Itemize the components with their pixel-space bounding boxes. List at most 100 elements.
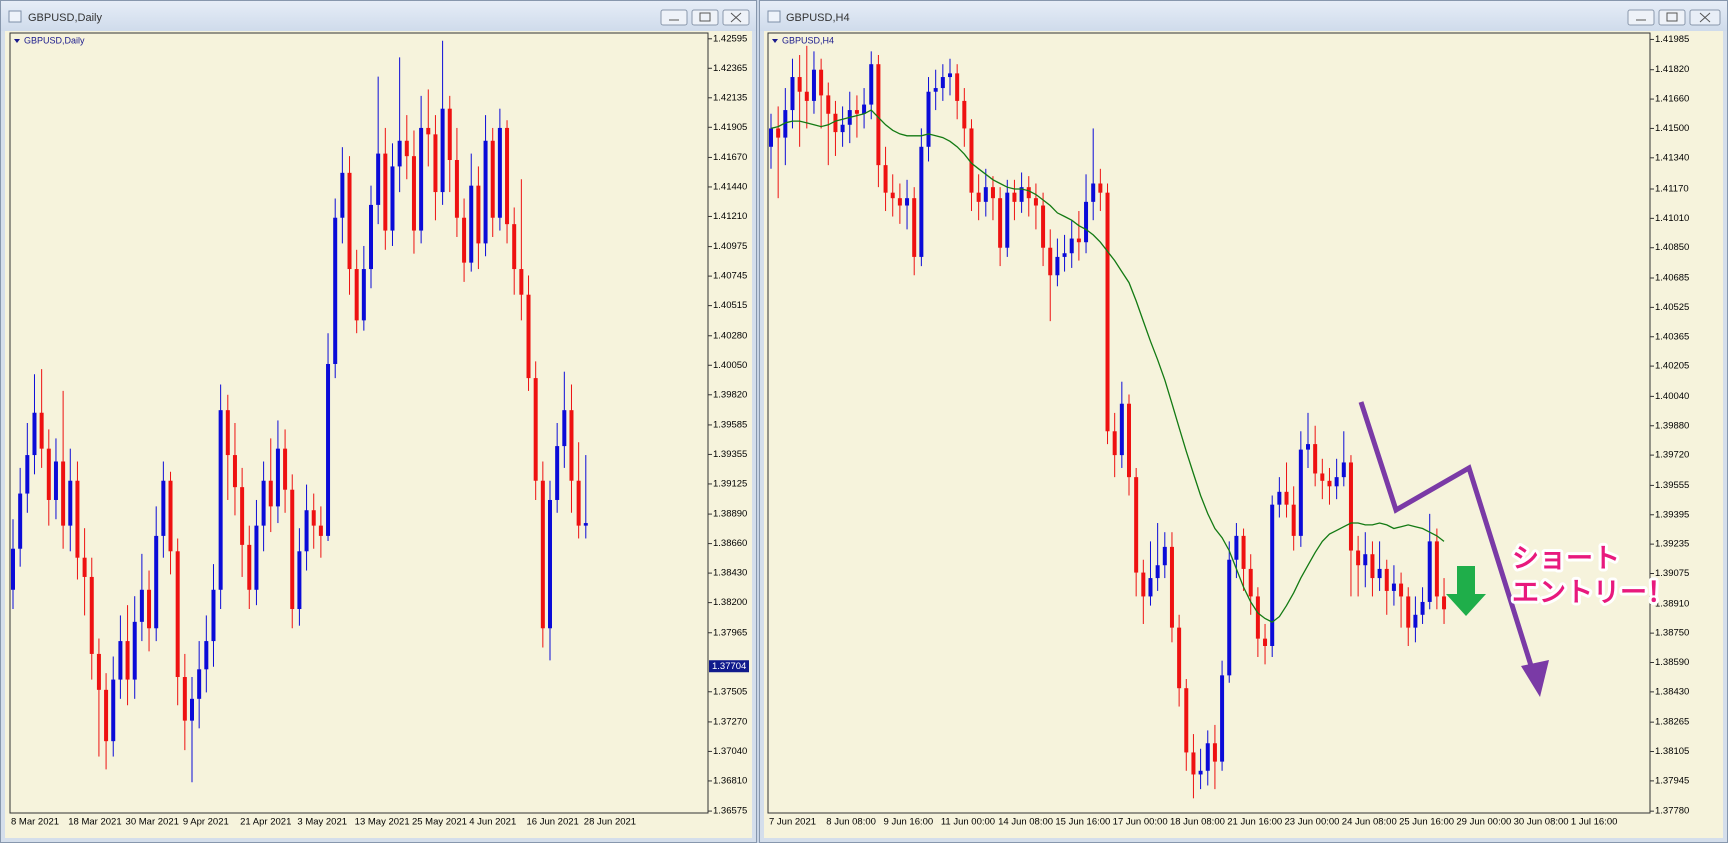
candle-body	[1284, 491, 1289, 505]
y-tick-label: 1.38430	[1655, 686, 1689, 697]
minimize-button[interactable]	[1627, 9, 1655, 26]
candle-body	[490, 140, 495, 218]
candle-body	[32, 412, 37, 456]
y-tick-label: 1.41170	[1655, 184, 1689, 195]
candle-body	[161, 480, 166, 536]
candle-body	[1291, 504, 1296, 536]
candle-body	[18, 493, 23, 549]
candle-body	[576, 480, 581, 526]
y-tick-label: 1.39880	[1655, 420, 1689, 431]
candle-body	[1420, 601, 1425, 615]
candle-body	[897, 198, 902, 206]
candle-body	[962, 100, 967, 129]
candle-body	[1055, 256, 1060, 276]
candle-body	[1306, 444, 1310, 450]
candle-body	[1270, 504, 1275, 646]
candle-body	[548, 499, 552, 629]
candle-body	[89, 576, 94, 654]
candle-body	[948, 73, 952, 78]
candle-body	[204, 641, 209, 670]
x-tick-label: 30 Jun 08:00	[1514, 817, 1569, 828]
candle-body	[1127, 403, 1131, 478]
candle-body	[569, 410, 574, 481]
plot-frame	[767, 32, 1651, 814]
candle-body	[232, 455, 237, 488]
candle-body	[1320, 473, 1325, 481]
candle-body	[505, 127, 510, 225]
restore-button[interactable]	[1658, 9, 1686, 26]
menu-triangle	[14, 39, 20, 43]
candle-body	[912, 198, 917, 257]
candle-body	[1356, 550, 1361, 566]
candle-body	[96, 653, 101, 690]
y-tick-label: 1.39585	[713, 419, 747, 430]
y-tick-label: 1.38750	[1655, 628, 1689, 639]
candle-body	[905, 198, 910, 206]
candle-body	[819, 69, 824, 96]
y-tick-label: 1.38265	[1655, 717, 1689, 728]
x-tick-label: 14 Jun 08:00	[998, 817, 1053, 828]
candle-body	[426, 127, 431, 135]
candle-body	[1348, 462, 1353, 551]
y-tick-label: 1.41905	[713, 122, 747, 133]
y-tick-label: 1.41985	[1655, 34, 1689, 45]
candle-body	[854, 110, 859, 114]
close-icon	[730, 12, 742, 23]
candle-body	[454, 160, 459, 218]
moving-average	[770, 109, 1445, 623]
candle-body	[46, 448, 51, 500]
candle-body	[990, 187, 995, 199]
restore-button[interactable]	[691, 9, 719, 26]
y-tick-label: 1.36810	[713, 775, 747, 786]
window-icon	[8, 10, 22, 23]
x-tick-label: 23 Jun 00:00	[1285, 817, 1340, 828]
candle-body	[1141, 572, 1146, 597]
candle-body	[111, 679, 116, 742]
y-tick-label: 1.39820	[713, 389, 747, 400]
candle-body	[826, 95, 831, 114]
candle-body	[1363, 554, 1368, 566]
candle-body	[562, 410, 567, 447]
y-tick-label: 1.38910	[1655, 598, 1689, 609]
y-tick-label: 1.40205	[1655, 361, 1689, 372]
candle-body	[1041, 205, 1046, 248]
window-buttons[interactable]	[1627, 9, 1721, 26]
last-price-label: 1.37704	[712, 661, 746, 672]
candle-body	[862, 104, 867, 114]
window-title: GBPUSD,Daily	[28, 12, 102, 24]
y-tick-label: 1.42135	[713, 92, 747, 103]
candle-body	[411, 156, 416, 231]
minimize-button[interactable]	[660, 9, 688, 26]
candle-body	[1334, 477, 1339, 487]
y-tick-label: 1.38590	[1655, 657, 1689, 668]
y-tick-label: 1.39720	[1655, 450, 1689, 461]
candle-body	[347, 172, 352, 270]
candle-body	[290, 489, 295, 610]
x-tick-label: 3 May 2021	[297, 817, 347, 828]
candle-body	[1048, 247, 1053, 276]
candle-body	[125, 641, 130, 680]
window-icon	[767, 10, 781, 23]
y-tick-label: 1.38890	[713, 509, 747, 520]
candle-body	[769, 128, 773, 147]
x-tick-label: 25 Jun 16:00	[1399, 817, 1454, 828]
candle-body	[1434, 541, 1439, 597]
candle-body	[1442, 596, 1447, 610]
y-tick-label: 1.39355	[713, 449, 747, 460]
x-tick-label: 21 Jun 16:00	[1227, 817, 1282, 828]
candle-body	[39, 412, 44, 449]
y-tick-label: 1.39235	[1655, 539, 1689, 550]
close-icon	[1699, 12, 1711, 23]
y-tick-label: 1.40525	[1655, 302, 1689, 313]
y-tick-label: 1.38660	[713, 538, 747, 549]
candle-body	[318, 525, 323, 536]
candle-body	[469, 185, 474, 263]
candle-body	[526, 294, 531, 379]
candle-body	[1177, 627, 1182, 689]
candle-body	[326, 363, 331, 536]
y-tick-label: 1.37780	[1655, 806, 1689, 817]
candle-body	[583, 523, 588, 526]
window-buttons[interactable]	[660, 9, 750, 26]
candle-body	[998, 198, 1003, 248]
x-tick-label: 30 Mar 2021	[126, 817, 179, 828]
